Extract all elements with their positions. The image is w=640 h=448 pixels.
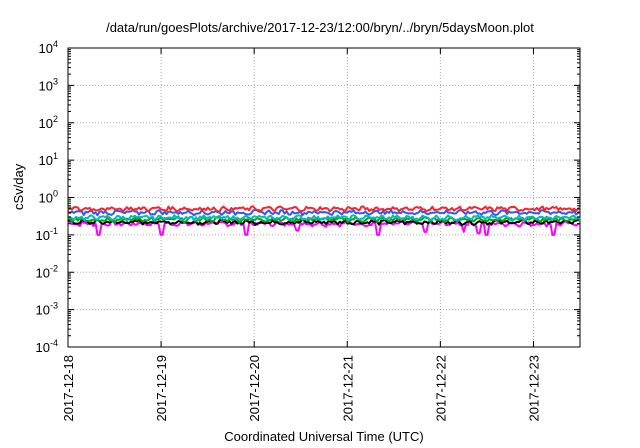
- y-tick-label: 101: [39, 151, 58, 168]
- y-tick-label: 100: [39, 189, 58, 206]
- x-tick-label: 2017-12-23: [526, 355, 541, 422]
- series-line: [67, 205, 581, 213]
- y-tick-label: 10-4: [36, 338, 58, 355]
- x-tick-label: 2017-12-19: [154, 355, 169, 422]
- y-axis-label: cSv/day: [11, 163, 26, 210]
- y-tick-label: 103: [39, 76, 58, 93]
- y-tick-label: 10-2: [36, 263, 58, 280]
- y-tick-label: 102: [39, 114, 58, 131]
- series-line: [67, 214, 581, 222]
- chart-title: /data/run/goesPlots/archive/2017-12-23/1…: [106, 20, 534, 35]
- x-tick-label: 2017-12-20: [247, 355, 262, 422]
- x-axis-ticks: 2017-12-18 2017-12-19 2017-12-20 2017-12-21…: [61, 48, 541, 422]
- x-tick-label: 2017-12-22: [433, 355, 448, 422]
- y-tick-label: 10-3: [36, 301, 58, 318]
- x-axis-label: Coordinated Universal Time (UTC): [224, 429, 424, 444]
- y-tick-label: 10-1: [36, 226, 58, 243]
- series-line: [67, 209, 581, 217]
- grid: [68, 48, 580, 347]
- series-group: [67, 205, 581, 236]
- y-axis-ticks: 10-4 10-3 10-2 10-1 100 101 102 103 104: [36, 39, 580, 355]
- y-tick-label: 104: [39, 39, 58, 56]
- x-tick-label: 2017-12-21: [340, 355, 355, 422]
- x-tick-label: 2017-12-18: [61, 355, 76, 422]
